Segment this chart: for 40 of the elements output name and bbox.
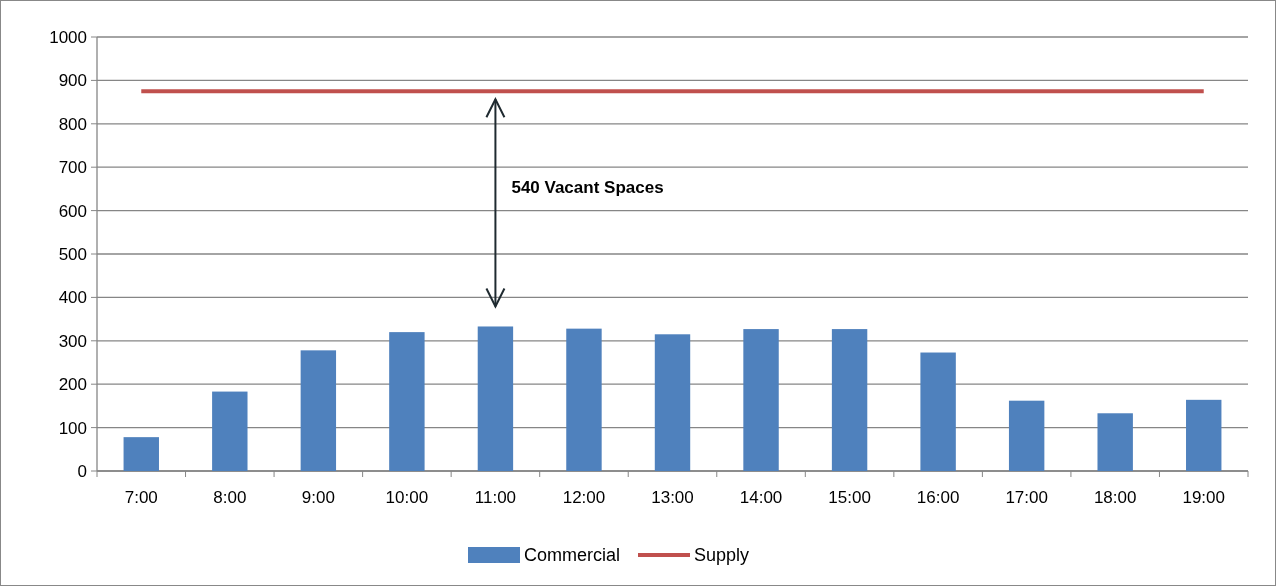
y-tick-label: 800 [58, 114, 87, 134]
bar [212, 391, 248, 471]
y-tick-label: 400 [58, 288, 87, 308]
y-tick-label: 100 [58, 418, 87, 438]
bar [1097, 413, 1133, 471]
legend-label: Commercial [524, 545, 621, 566]
x-tick-label: 11:00 [474, 488, 517, 507]
bar [654, 334, 691, 471]
y-tick-label: 700 [58, 158, 87, 178]
y-tick-label: 600 [58, 201, 87, 221]
bar [300, 350, 337, 471]
bar [1008, 400, 1045, 471]
x-tick-label: 15:00 [828, 488, 871, 507]
x-tick-label: 17:00 [1005, 488, 1048, 507]
bar [831, 329, 868, 471]
x-tick-label: 9:00 [301, 488, 335, 507]
bar [920, 352, 956, 471]
x-tick-label: 18:00 [1093, 488, 1137, 507]
bar [566, 328, 602, 471]
bar [743, 329, 779, 471]
x-tick-label: 10:00 [385, 488, 429, 507]
x-tick-label: 14:00 [739, 488, 783, 507]
x-tick-label: 13:00 [651, 488, 694, 507]
x-tick-label: 16:00 [916, 488, 960, 507]
bar [477, 326, 514, 471]
bar [1186, 399, 1222, 471]
y-tick-label: 200 [58, 375, 87, 395]
bar [389, 332, 425, 471]
bar [123, 437, 159, 471]
annotation: 540 Vacant Spaces [511, 177, 664, 197]
x-tick-label: 8:00 [213, 488, 247, 507]
y-tick-label: 300 [58, 331, 87, 351]
y-tick-label: 1000 [49, 27, 87, 47]
y-tick-label: 0 [77, 461, 87, 481]
x-tick-label: 12:00 [562, 488, 606, 507]
y-tick-label: 500 [58, 244, 87, 264]
x-tick-label: 19:00 [1182, 488, 1225, 507]
y-tick-label: 900 [58, 71, 87, 91]
legend-label: Supply [694, 545, 750, 566]
x-tick-label: 7:00 [124, 488, 158, 507]
